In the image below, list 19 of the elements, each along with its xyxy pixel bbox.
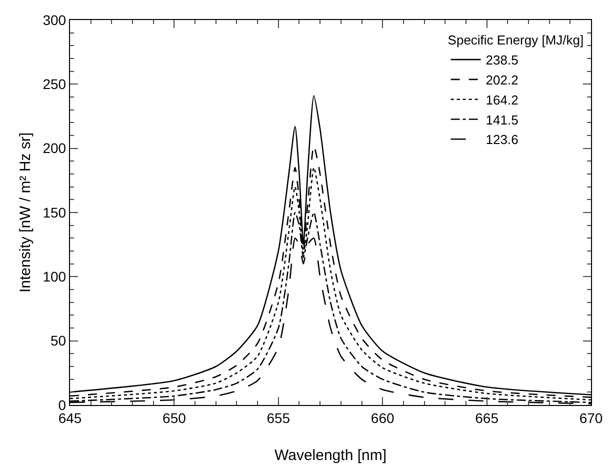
x-tick-label: 655 <box>266 410 290 426</box>
legend-label: 164.2 <box>486 92 518 108</box>
y-tick-label: 150 <box>42 204 66 220</box>
y-tick-label: 50 <box>50 332 66 349</box>
y-tick-label: 300 <box>42 12 66 28</box>
legend-title: Specific Energy [MJ/kg] <box>448 32 584 48</box>
y-tick-label: 200 <box>42 140 66 156</box>
y-tick-label: 100 <box>42 268 66 285</box>
legend-label: 202.2 <box>486 72 518 88</box>
x-tick-label: 650 <box>162 410 186 426</box>
legend-label: 238.5 <box>486 52 518 68</box>
x-tick-label: 665 <box>475 410 499 426</box>
y-axis-title: Intensity [nW / m² Hz sr] <box>16 132 34 293</box>
legend-label: 123.6 <box>486 132 518 148</box>
x-tick-label: 670 <box>579 410 603 426</box>
x-axis-title: Wavelength [nm] <box>274 447 386 464</box>
x-tick-label: 660 <box>370 410 394 426</box>
y-tick-label: 250 <box>42 76 66 92</box>
legend-label: 141.5 <box>486 112 518 128</box>
